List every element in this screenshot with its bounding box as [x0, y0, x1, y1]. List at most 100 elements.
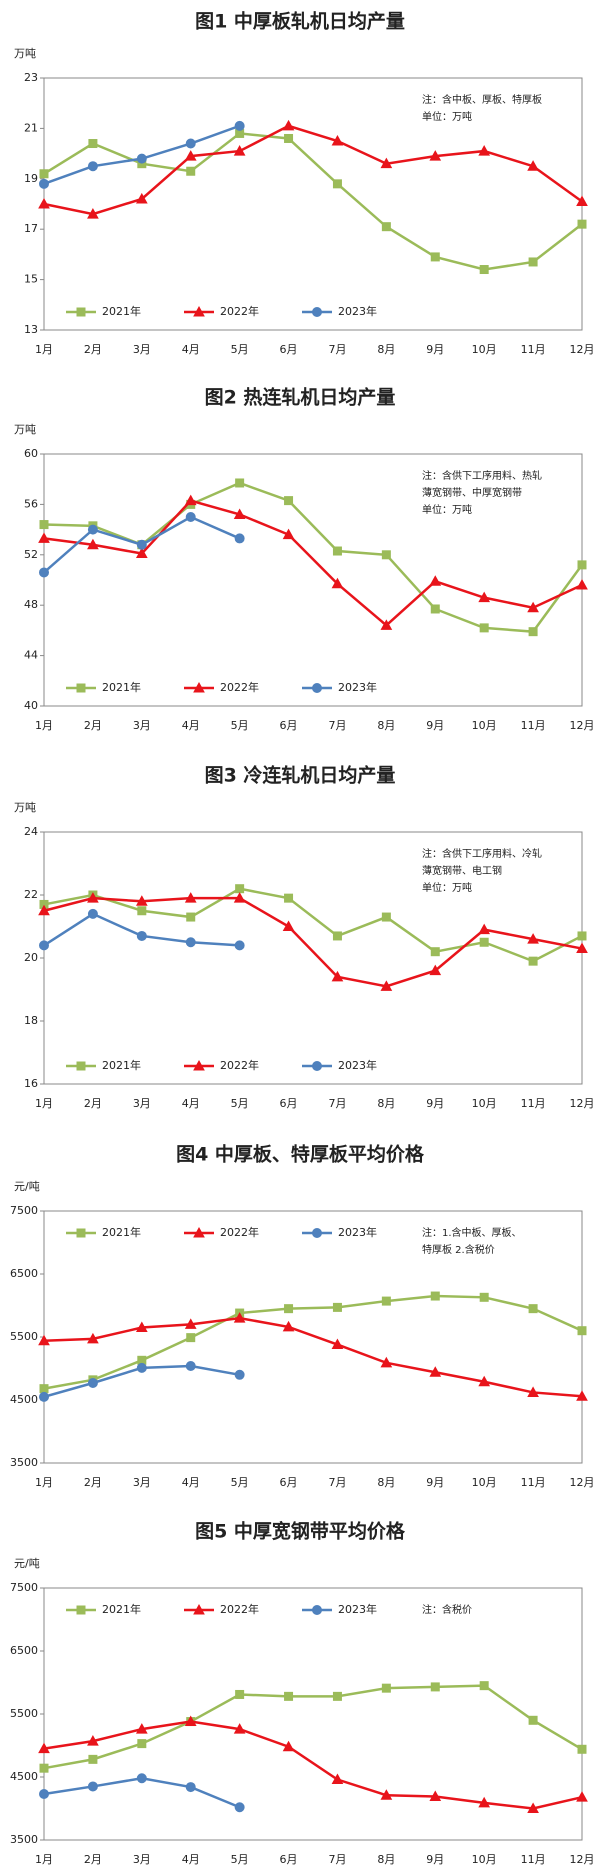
legend-label: 2023年: [338, 680, 377, 694]
x-tick-label: 2月: [84, 343, 102, 356]
data-point: [429, 964, 442, 976]
legend-marker: [76, 1061, 86, 1071]
data-point: [234, 1369, 245, 1380]
data-point: [430, 604, 440, 614]
data-point: [137, 906, 147, 916]
legend-label: 2023年: [338, 304, 377, 318]
data-point: [87, 161, 98, 172]
data-point: [39, 1384, 49, 1394]
data-point: [528, 257, 538, 267]
legend-label: 2023年: [338, 1602, 377, 1616]
legend-marker: [193, 1603, 205, 1615]
y-tick-label: 17: [24, 222, 38, 235]
data-point: [429, 575, 442, 586]
x-tick-label: 4月: [182, 719, 200, 732]
data-point: [527, 1386, 539, 1397]
data-point: [39, 1789, 49, 1800]
data-point: [332, 931, 342, 941]
data-point: [88, 1754, 98, 1764]
data-point: [430, 1682, 440, 1692]
data-point: [282, 1740, 295, 1752]
x-tick-label: 6月: [280, 1476, 298, 1489]
data-point: [282, 119, 295, 131]
x-tick-label: 12月: [570, 1097, 595, 1110]
x-tick-label: 12月: [570, 1853, 595, 1866]
data-point: [479, 937, 489, 947]
data-point: [235, 478, 245, 488]
data-point: [233, 892, 246, 903]
x-tick-label: 11月: [521, 343, 546, 356]
chart-title: 图1 中厚板轧机日均产量: [195, 10, 405, 33]
x-tick-label: 5月: [231, 1476, 249, 1489]
data-point: [234, 120, 245, 131]
x-tick-label: 4月: [182, 1853, 200, 1866]
data-point: [282, 920, 295, 931]
data-point: [478, 145, 491, 156]
data-point: [185, 138, 196, 149]
data-point: [135, 895, 148, 906]
x-tick-label: 6月: [280, 1097, 298, 1110]
x-tick-label: 9月: [426, 1476, 444, 1489]
data-point: [87, 892, 99, 903]
x-tick-label: 8月: [377, 719, 395, 732]
data-point: [136, 1362, 147, 1373]
data-point: [331, 134, 344, 146]
data-point: [331, 577, 344, 589]
data-point: [380, 980, 393, 991]
y-tick-label: 4500: [10, 1770, 38, 1783]
x-tick-label: 4月: [182, 1476, 200, 1489]
y-tick-label: 23: [24, 71, 38, 84]
data-point: [234, 533, 245, 544]
data-point: [284, 893, 294, 903]
x-tick-label: 4月: [182, 343, 200, 356]
legend-marker: [312, 1605, 322, 1615]
data-point: [284, 1304, 294, 1314]
y-tick-label: 6500: [10, 1644, 38, 1657]
data-point: [478, 1375, 491, 1387]
data-point: [478, 1796, 491, 1808]
note: 薄宽钢带、电工钢: [422, 864, 502, 877]
y-tick-label: 19: [24, 172, 38, 185]
data-point: [528, 1304, 538, 1314]
data-point: [136, 930, 147, 941]
data-point: [576, 942, 588, 954]
legend-label: 2023年: [338, 1058, 377, 1072]
data-point: [479, 1681, 489, 1691]
data-point: [381, 1683, 391, 1693]
x-tick-label: 2月: [84, 1476, 102, 1489]
data-point: [478, 591, 491, 603]
data-point: [576, 1390, 588, 1401]
x-tick-label: 1月: [35, 719, 53, 732]
x-tick-label: 8月: [377, 1476, 395, 1489]
x-tick-label: 5月: [231, 1097, 249, 1110]
data-point: [430, 947, 440, 957]
note: 注：含税价: [422, 1603, 472, 1616]
data-point: [380, 157, 393, 169]
x-tick-label: 4月: [182, 1097, 200, 1110]
x-tick-label: 8月: [377, 1853, 395, 1866]
y-tick-label: 21: [24, 121, 38, 134]
data-point: [38, 532, 50, 543]
x-tick-label: 2月: [84, 1853, 102, 1866]
data-point: [185, 1360, 196, 1371]
note: 单位：万吨: [422, 503, 472, 516]
data-point: [577, 931, 587, 941]
x-tick-label: 10月: [472, 343, 497, 356]
data-point: [576, 1791, 588, 1802]
y-tick-label: 16: [24, 1077, 38, 1090]
legend-marker: [76, 307, 86, 317]
data-point: [577, 219, 587, 229]
series-line: [43, 132, 583, 271]
chart-title: 图3 冷连轧机日均产量: [205, 764, 396, 787]
series-line: [43, 1316, 583, 1398]
data-point: [87, 1377, 98, 1388]
note: 单位：万吨: [422, 881, 472, 894]
x-tick-label: 3月: [133, 719, 151, 732]
data-point: [135, 1321, 148, 1333]
y-tick-label: 7500: [10, 1204, 38, 1217]
x-tick-label: 2月: [84, 719, 102, 732]
legend-marker: [76, 1228, 86, 1238]
data-point: [381, 550, 391, 560]
